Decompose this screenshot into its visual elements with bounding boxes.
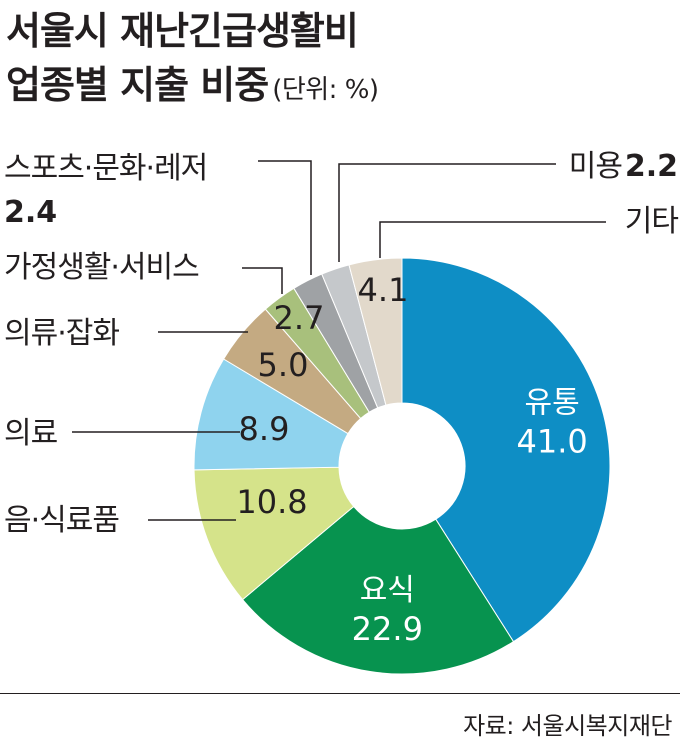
- category-label-9: 기타: [625, 204, 679, 239]
- slice-label-value-7: 2.4: [4, 195, 57, 230]
- slice-label-value-5: 5.0: [258, 346, 309, 384]
- slice-label-value-3: 10.8: [236, 483, 307, 521]
- source-note: 자료: 서울시복지재단: [463, 712, 672, 740]
- category-label-5: 의류·잡화: [4, 316, 119, 351]
- category-label-8: 미용: [569, 149, 622, 184]
- slice-label-value-4: 8.9: [239, 410, 290, 448]
- slice-label-name-2: 요식: [360, 573, 415, 608]
- slice-label-value-1: 41.0: [516, 423, 587, 461]
- category-label-7: 스포츠·문화·레저: [4, 151, 207, 186]
- slice-label-value-9: 4.1: [358, 271, 409, 309]
- footer-rule: [0, 693, 680, 694]
- category-label-6: 가정생활·서비스: [4, 250, 199, 285]
- slice-label-value-2: 22.9: [352, 610, 423, 648]
- slice-label-value-6: 2.7: [274, 299, 325, 337]
- donut-hole: [339, 403, 465, 529]
- leader-line-8: [338, 163, 556, 262]
- chart-title-line2: 업종별 지출 비중 (단위: %): [6, 66, 379, 104]
- leader-line-7: [258, 160, 312, 275]
- chart-title-line1: 서울시 재난긴급생활비: [6, 9, 359, 53]
- chart-title-text: 업종별 지출 비중: [6, 63, 269, 107]
- unit-label: (단위: %): [272, 75, 379, 105]
- category-label-4: 의료: [4, 416, 58, 451]
- category-label-3: 음·식료품: [4, 503, 119, 538]
- leader-line-6: [242, 267, 283, 294]
- slice-label-value-8: 2.2: [625, 149, 678, 184]
- slice-label-name-1: 유통: [525, 386, 580, 421]
- leader-line-9: [379, 221, 606, 258]
